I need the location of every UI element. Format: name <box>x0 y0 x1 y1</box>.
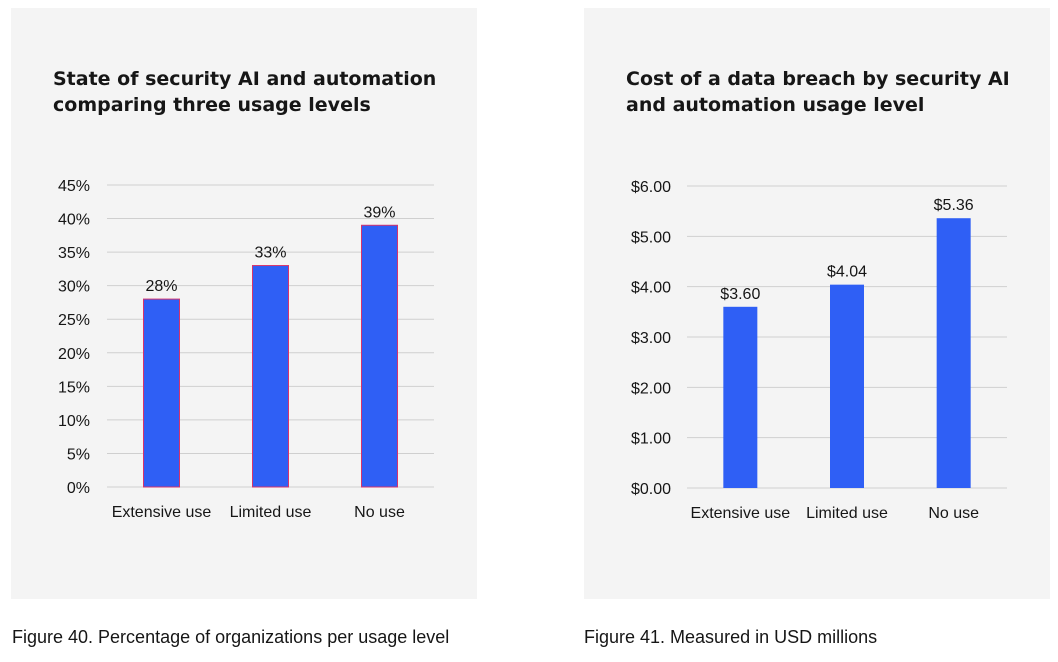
y-tick-label: 5% <box>67 446 90 463</box>
y-tick-label: $2.00 <box>631 380 671 397</box>
data-label: $5.36 <box>934 197 974 214</box>
chart-title: Cost of a data breach by security AI and… <box>626 68 1010 116</box>
bar-limited-use <box>252 265 289 488</box>
y-tick-label: 35% <box>58 245 90 262</box>
y-tick-label: $5.00 <box>631 229 671 246</box>
y-tick-label: 20% <box>58 346 90 363</box>
x-tick-label: No use <box>928 505 979 522</box>
y-tick-label: $1.00 <box>631 431 671 448</box>
chart-panel-breach-cost: Cost of a data breach by security AI and… <box>584 8 1050 599</box>
y-tick-label: $6.00 <box>631 179 671 196</box>
y-tick-label: $4.00 <box>631 280 671 297</box>
chart-panel-security-ai-state: State of security AI and automation comp… <box>11 8 477 599</box>
bar-chart-breach-cost: $0.00 $1.00 $2.00 $3.00 $4.00 $5.00 $6.00 $3.60… <box>631 179 1007 522</box>
chart-title: State of security AI and automation comp… <box>53 68 437 116</box>
data-label: 39% <box>363 204 395 221</box>
y-tick-label: $0.00 <box>631 481 671 498</box>
bar-no-use <box>936 218 971 489</box>
y-tick-label: 0% <box>67 480 90 497</box>
x-tick-label: Extensive use <box>112 504 212 521</box>
x-tick-label: No use <box>354 504 405 521</box>
figure-caption: Figure 40. Percentage of organizations p… <box>12 627 450 647</box>
y-tick-label: 25% <box>58 312 90 329</box>
bar-limited-use <box>830 284 864 488</box>
bar-extensive-use <box>143 298 180 488</box>
bar-chart-usage-percentage: 0% 5% 10% 15% 20% 25% 30% 35% 40% 45% 28% Extensive… <box>58 178 434 521</box>
x-tick-label: Limited use <box>230 504 312 521</box>
data-label: 28% <box>145 278 177 295</box>
y-tick-label: 10% <box>58 413 90 430</box>
y-tick-label: 45% <box>58 178 90 195</box>
x-tick-label: Extensive use <box>691 505 791 522</box>
bar-no-use <box>361 224 398 488</box>
y-tick-label: 30% <box>58 279 90 296</box>
data-label: $3.60 <box>720 286 760 303</box>
y-tick-label: 40% <box>58 212 90 229</box>
y-tick-label: $3.00 <box>631 330 671 347</box>
data-label: 33% <box>254 245 286 262</box>
figure-caption: Figure 41. Measured in USD millions <box>584 627 878 647</box>
y-tick-label: 15% <box>58 379 90 396</box>
bar-extensive-use <box>723 306 758 488</box>
x-tick-label: Limited use <box>806 505 888 522</box>
data-label: $4.04 <box>827 264 867 281</box>
